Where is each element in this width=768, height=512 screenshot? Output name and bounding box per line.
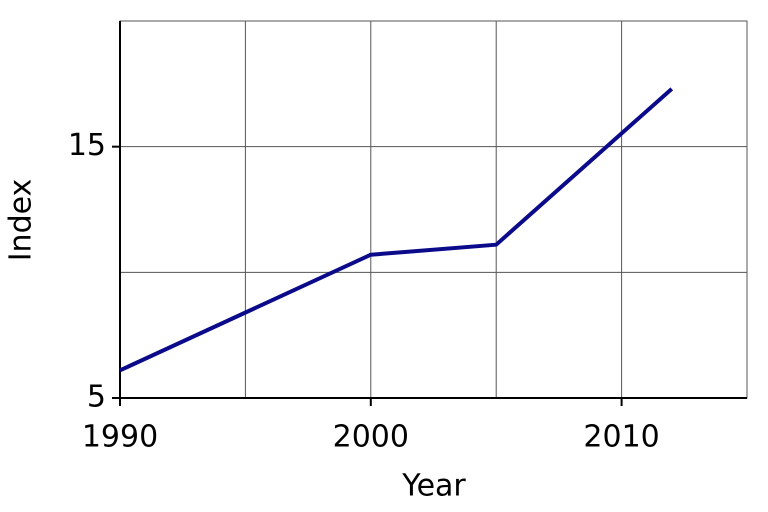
y-axis-label: Index (4, 179, 39, 262)
x-tick-label: 2010 (583, 420, 659, 455)
x-tick-label: 1990 (82, 420, 158, 455)
x-tick-label: 2000 (333, 420, 409, 455)
x-axis-label: Year (401, 469, 466, 504)
y-tick-label: 15 (68, 128, 106, 163)
plot-frame (119, 20, 748, 399)
data-line (119, 87, 674, 373)
y-tick-label: 5 (87, 380, 106, 415)
